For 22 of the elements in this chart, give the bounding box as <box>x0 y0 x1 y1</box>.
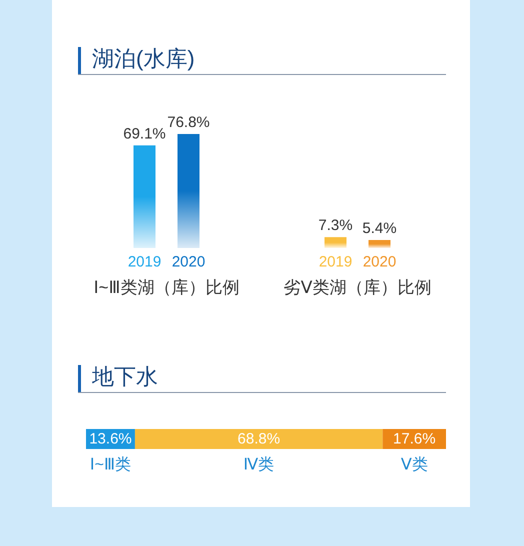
text: 2020 <box>362 254 396 270</box>
series-label: Ⅳ类 <box>243 456 274 474</box>
series-label: Ⅴ类 <box>400 456 428 474</box>
series-label: 2019 <box>128 254 162 270</box>
bar <box>178 134 200 248</box>
series-label: 2020 <box>172 254 206 270</box>
x-tick-label: Ⅰ~Ⅲ类湖（库）比例 <box>94 278 240 297</box>
data-label: 68.8% <box>238 430 280 448</box>
bar <box>368 240 390 248</box>
data-label: 76.8% <box>167 114 210 131</box>
chart-title: 地下水 <box>92 364 158 390</box>
data-label: 5.4% <box>362 220 397 237</box>
chart-title: 湖泊(水库) <box>92 46 195 72</box>
text: 2019 <box>318 254 352 270</box>
series-label: Ⅰ~Ⅲ类 <box>90 456 132 474</box>
data-label: 17.6% <box>393 430 436 448</box>
bar <box>324 237 346 248</box>
data-label: 13.6% <box>89 430 132 448</box>
x-tick-label: 劣Ⅴ类湖（库）比例 <box>284 278 432 297</box>
bar <box>134 145 156 248</box>
data-label: 69.1% <box>123 125 166 142</box>
data-label: 7.3% <box>318 217 353 234</box>
